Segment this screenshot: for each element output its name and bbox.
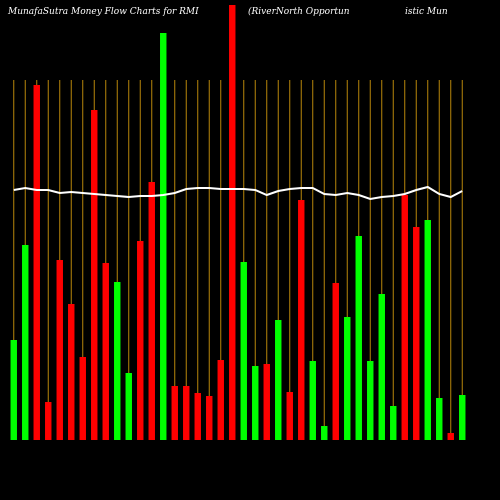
bar — [252, 366, 259, 440]
bar — [298, 200, 305, 440]
bar — [148, 182, 155, 440]
bar — [217, 360, 224, 440]
bar — [114, 282, 121, 440]
bar — [68, 304, 75, 440]
bar — [332, 283, 339, 440]
bar — [160, 33, 167, 440]
bar — [424, 220, 431, 440]
bar — [390, 406, 397, 440]
bar — [447, 433, 454, 440]
bar — [263, 364, 270, 440]
bar — [344, 317, 351, 440]
bar — [22, 245, 29, 440]
bar — [240, 262, 247, 440]
money-flow-line — [13, 185, 463, 201]
bar — [459, 395, 466, 440]
bar — [102, 263, 109, 440]
bar — [286, 392, 293, 440]
bar — [275, 320, 282, 440]
bar — [367, 361, 374, 440]
bar — [436, 398, 443, 440]
bar — [229, 5, 236, 440]
bar — [45, 402, 52, 440]
bar — [79, 357, 86, 440]
bar — [10, 340, 17, 440]
bar — [137, 241, 144, 440]
chart-subtitle: (RiverNorth Opportun — [248, 6, 350, 17]
bar — [56, 260, 63, 440]
bar — [378, 294, 385, 440]
bar — [33, 85, 40, 440]
bar — [171, 386, 178, 440]
chart-title: MunafaSutra Money Flow Charts for RMI — [7, 7, 199, 17]
bar — [309, 361, 316, 440]
bar — [401, 195, 408, 440]
bar — [321, 426, 328, 440]
bar — [194, 393, 201, 440]
bar — [206, 396, 213, 440]
bar — [91, 110, 98, 440]
bar — [125, 373, 132, 440]
bar — [183, 386, 190, 440]
bar — [413, 227, 420, 440]
bar — [355, 236, 362, 440]
chart-subtitle-tail: istic Mun — [405, 7, 448, 17]
